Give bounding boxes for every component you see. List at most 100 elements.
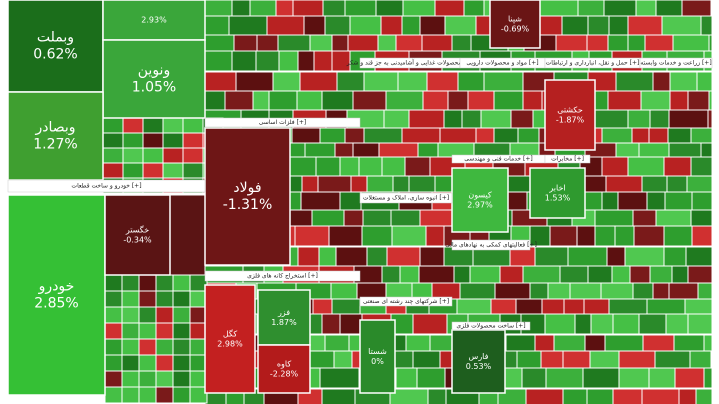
- filler-tile: [121, 322, 140, 340]
- section-title: فعالیتهای کمکی به نهادهای مالی [+]: [445, 242, 537, 249]
- filler-tile: [318, 246, 337, 268]
- tile-name: فزر: [277, 308, 290, 317]
- section-title: محصولات غذایی و آشامیدنی به جز قند و شکر…: [346, 58, 474, 67]
- filler-tile: [138, 290, 157, 308]
- filler-tile: [419, 15, 446, 37]
- tile-change: 2.85%: [34, 295, 78, 311]
- filler-tile: [447, 90, 469, 112]
- filler-tile: [646, 191, 666, 213]
- filler-tile: [426, 71, 459, 93]
- filler-tile: [204, 90, 226, 112]
- filler-tile: [104, 386, 123, 404]
- tile: [529, 167, 586, 219]
- filler-tile: [182, 117, 204, 134]
- filler-tile: [366, 246, 388, 268]
- filler-tile: [102, 132, 124, 149]
- filler-tile: [380, 15, 403, 37]
- tile: [359, 319, 396, 394]
- filler-tile: [162, 162, 184, 179]
- section-title: استخراج کانه های فلزی [+]: [247, 273, 318, 280]
- tile: [257, 289, 311, 346]
- filler-tile: [172, 274, 191, 292]
- filler-tile: [169, 194, 206, 276]
- filler-tile: [182, 147, 204, 164]
- filler-tile: [422, 90, 449, 112]
- filler-tile: [321, 313, 341, 335]
- filler-tile: [691, 225, 713, 247]
- filler-tile: [336, 71, 365, 93]
- filler-tile: [627, 109, 651, 131]
- filler-tile: [383, 109, 410, 131]
- section-header: [359, 296, 453, 307]
- filler-tile: [121, 306, 140, 324]
- filler-tile: [641, 388, 680, 404]
- filler-tile: [691, 191, 713, 213]
- filler-tile: [142, 117, 164, 134]
- filler-tile: [313, 50, 333, 72]
- filler-tile: [696, 71, 713, 93]
- filler-tile: [121, 290, 140, 308]
- filler-tile: [172, 386, 191, 404]
- filler-tile: [102, 147, 124, 164]
- tile-name: فولاد: [233, 180, 261, 196]
- filler-tile: [576, 225, 596, 247]
- section-header: [544, 154, 591, 164]
- filler-tile: [266, 15, 305, 37]
- filler-tile: [703, 367, 713, 389]
- filler-tile: [104, 290, 123, 308]
- filler-tile: [182, 162, 204, 179]
- filler-tile: [612, 388, 643, 404]
- filler-tile: [534, 246, 569, 268]
- tile-name: ونوین: [138, 63, 170, 79]
- filler-tile: [235, 71, 274, 93]
- filler-tile: [142, 147, 164, 164]
- filler-tile: [272, 71, 301, 93]
- filler-tile: [480, 109, 512, 131]
- filler-tile: [138, 354, 157, 372]
- filler-tile: [104, 354, 123, 372]
- filler-tile: [669, 90, 689, 112]
- filler-tile: [574, 313, 592, 335]
- filler-tile: [633, 225, 665, 247]
- tile-change: 1.05%: [132, 79, 176, 95]
- filler-tile: [397, 71, 428, 93]
- filler-tile: [155, 386, 174, 404]
- filler-tile: [664, 191, 693, 213]
- filler-tile: [521, 367, 547, 389]
- filler-tile: [586, 388, 614, 404]
- filler-tile: [549, 225, 578, 247]
- section-title: حمل و نقل، انبارداری و ارتباطات [+]: [546, 60, 640, 67]
- filler-tile: [321, 388, 356, 404]
- filler-tile: [231, 50, 257, 72]
- filler-tile: [510, 109, 534, 131]
- filler-tile: [638, 313, 667, 335]
- filler-tile: [685, 246, 713, 268]
- tile-name: وبصادر: [34, 120, 75, 136]
- filler-tile: [483, 71, 524, 93]
- filler-tile: [594, 225, 616, 247]
- filler-tile: [640, 90, 671, 112]
- tile-name: وبملت: [37, 30, 74, 46]
- filler-tile: [172, 290, 191, 308]
- filler-tile: [204, 50, 233, 72]
- filler-tile: [587, 15, 610, 37]
- section-header: [204, 117, 361, 128]
- filler-tile: [412, 313, 448, 335]
- filler-tile: [561, 15, 589, 37]
- tile-change: -2.28%: [270, 369, 299, 378]
- filler-tile: [324, 15, 351, 37]
- tile-name: شپنا: [508, 15, 522, 24]
- filler-tile: [612, 313, 640, 335]
- filler-tile: [172, 370, 191, 388]
- filler-tile: [661, 15, 702, 37]
- tile: [451, 329, 506, 394]
- tile: [102, 39, 206, 119]
- filler-tile: [104, 322, 123, 340]
- filler-tile: [582, 367, 620, 389]
- filler-tile: [122, 117, 144, 134]
- filler-tile: [649, 109, 670, 131]
- filler-tile: [172, 306, 191, 324]
- filler-tile: [708, 90, 713, 112]
- filler-tile: [615, 71, 654, 93]
- filler-tile: [416, 367, 446, 389]
